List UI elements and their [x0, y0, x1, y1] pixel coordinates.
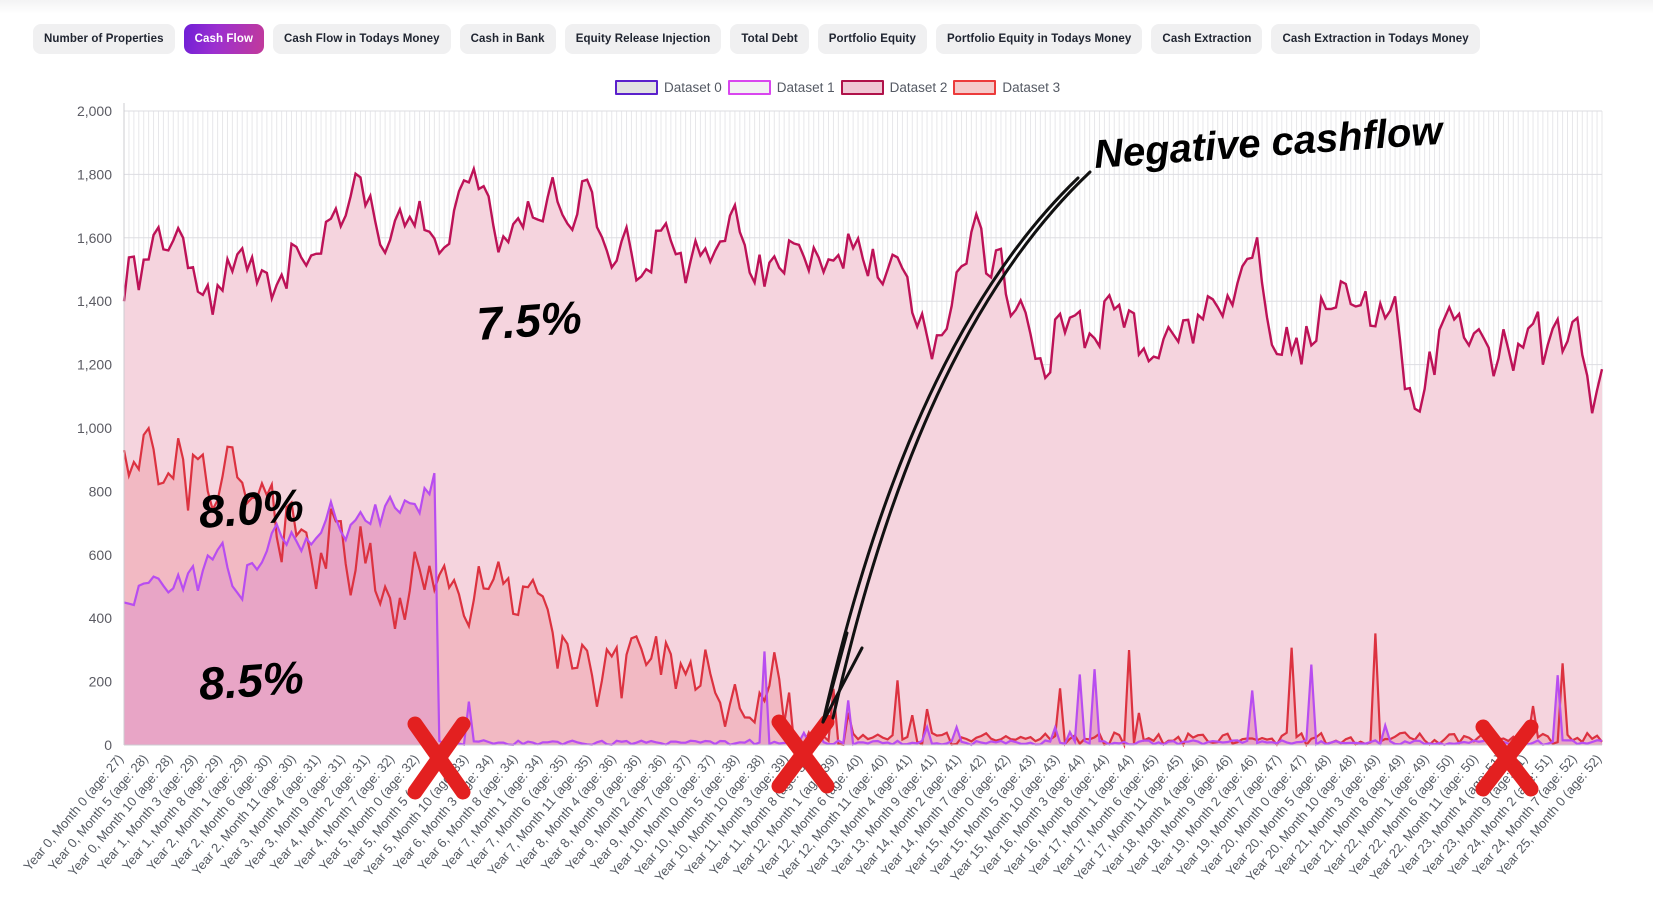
- svg-text:800: 800: [89, 483, 113, 499]
- svg-text:1,200: 1,200: [77, 357, 112, 373]
- svg-text:1,800: 1,800: [77, 166, 112, 182]
- svg-text:0: 0: [104, 737, 112, 753]
- svg-text:2,000: 2,000: [77, 103, 112, 119]
- svg-text:600: 600: [89, 547, 113, 563]
- svg-text:1,600: 1,600: [77, 230, 112, 246]
- svg-text:1,400: 1,400: [77, 293, 112, 309]
- svg-text:200: 200: [89, 674, 113, 690]
- svg-text:1,000: 1,000: [77, 420, 112, 436]
- svg-text:400: 400: [89, 610, 113, 626]
